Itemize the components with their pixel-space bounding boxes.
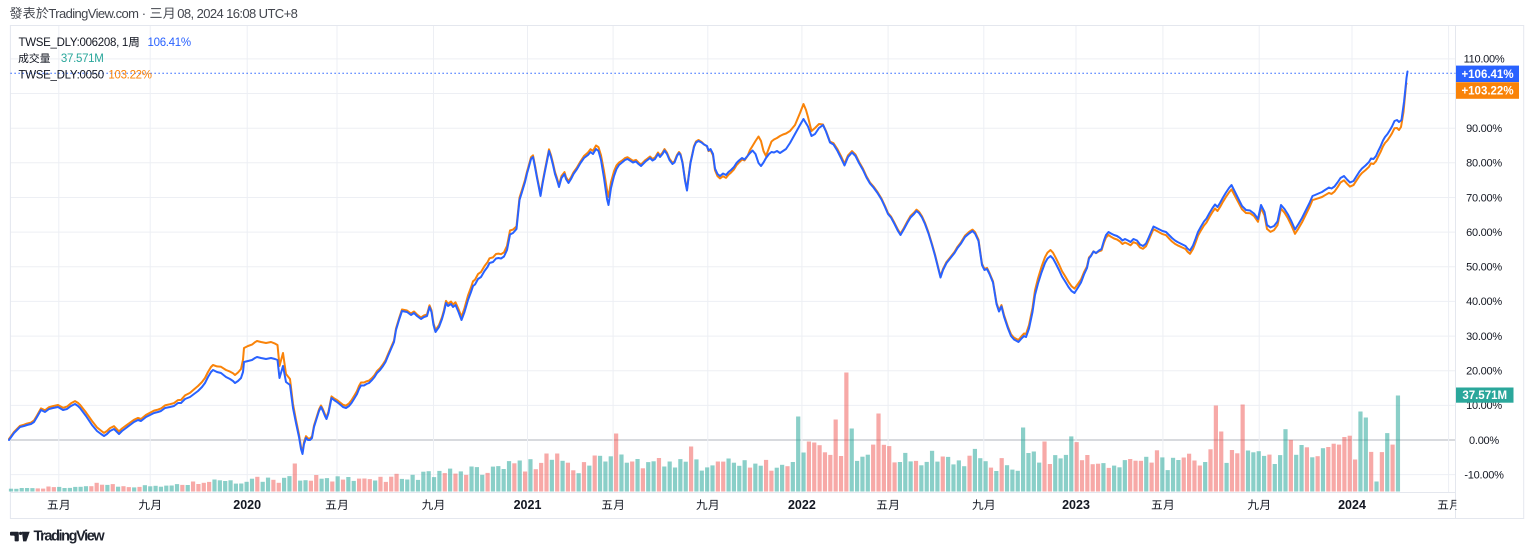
svg-text:2020: 2020 bbox=[233, 498, 261, 512]
svg-text:103.22%: 103.22% bbox=[108, 70, 151, 82]
svg-text:90.00%: 90.00% bbox=[1466, 123, 1502, 135]
svg-text:106.41%: 106.41% bbox=[148, 37, 191, 49]
svg-text:0.00%: 0.00% bbox=[1469, 435, 1499, 447]
svg-text:20.00%: 20.00% bbox=[1466, 366, 1502, 378]
svg-text:37.571M: 37.571M bbox=[1462, 390, 1507, 402]
svg-text:37.571M: 37.571M bbox=[61, 53, 104, 65]
svg-text:50.00%: 50.00% bbox=[1466, 262, 1502, 274]
svg-text:80.00%: 80.00% bbox=[1466, 158, 1502, 170]
svg-text:2022: 2022 bbox=[788, 498, 816, 512]
svg-text:TWSE_DLY:006208, 1: TWSE_DLY:006208, 1 bbox=[19, 37, 128, 49]
svg-text:TradingView: TradingView bbox=[34, 529, 106, 545]
svg-text:60.00%: 60.00% bbox=[1466, 227, 1502, 239]
svg-text:30.00%: 30.00% bbox=[1466, 331, 1502, 343]
svg-text:08, 2024 16:08 UTC+8: 08, 2024 16:08 UTC+8 bbox=[177, 6, 297, 21]
svg-text:110.00%: 110.00% bbox=[1464, 54, 1505, 66]
svg-text:TWSE_DLY:0050: TWSE_DLY:0050 bbox=[19, 70, 104, 82]
svg-text:TradingView.com: TradingView.com bbox=[48, 6, 138, 21]
svg-text:10.00%: 10.00% bbox=[1466, 400, 1502, 412]
svg-text:+103.22%: +103.22% bbox=[1461, 86, 1513, 98]
svg-text:·: · bbox=[142, 6, 146, 21]
svg-text:2023: 2023 bbox=[1062, 498, 1090, 512]
svg-text:70.00%: 70.00% bbox=[1466, 192, 1502, 204]
svg-text:40.00%: 40.00% bbox=[1466, 296, 1502, 308]
svg-text:-10.00%: -10.00% bbox=[1464, 469, 1504, 481]
svg-text:2021: 2021 bbox=[514, 498, 542, 512]
svg-text:2024: 2024 bbox=[1338, 498, 1366, 512]
svg-text:+106.41%: +106.41% bbox=[1461, 69, 1513, 81]
